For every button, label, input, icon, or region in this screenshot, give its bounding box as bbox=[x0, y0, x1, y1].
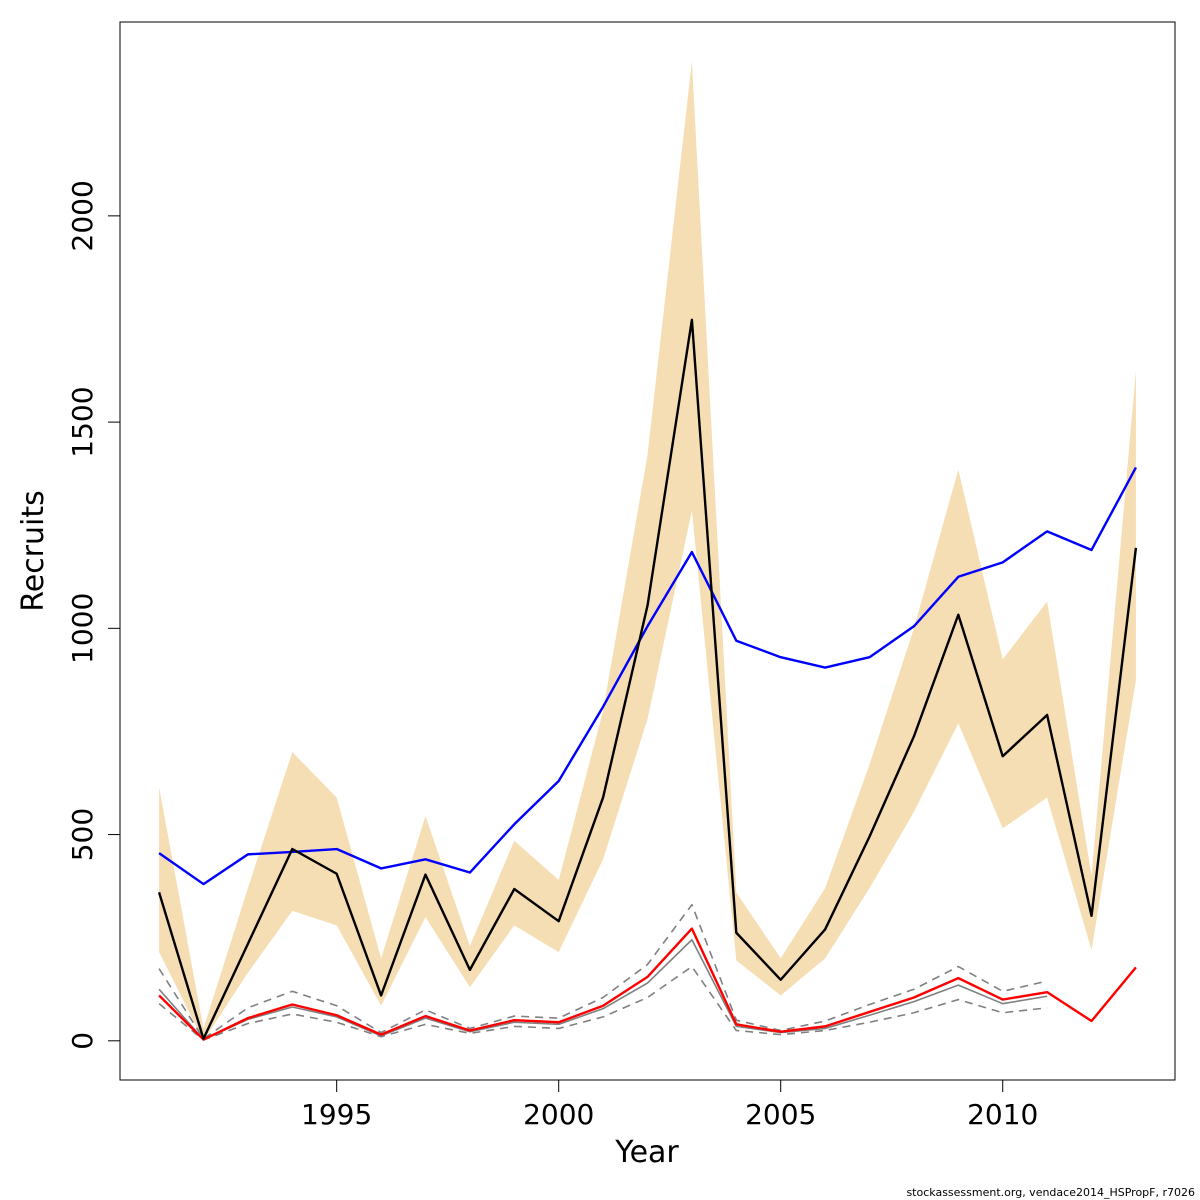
series-line bbox=[158, 927, 1137, 1041]
plot-frame bbox=[119, 21, 1176, 1081]
y-tick-label: 0 bbox=[66, 1032, 99, 1050]
confidence-band bbox=[159, 61, 1136, 1041]
x-axis-label: Year bbox=[614, 1135, 679, 1170]
x-tick-label: 2000 bbox=[523, 1098, 594, 1131]
series-line bbox=[158, 466, 1137, 886]
y-tick-label: 1500 bbox=[66, 386, 99, 457]
x-tick-label: 2005 bbox=[745, 1098, 816, 1131]
y-axis-label: Recruits bbox=[16, 490, 51, 612]
series-line bbox=[158, 965, 1048, 1041]
footer: stockassessment.org, vendace2014_HSPropF… bbox=[906, 1186, 1195, 1199]
series-line bbox=[158, 938, 1048, 1041]
x-tick-label: 2010 bbox=[967, 1098, 1038, 1131]
series-line bbox=[157, 318, 1138, 1040]
y-tick-label: 500 bbox=[66, 808, 99, 861]
series-line bbox=[158, 903, 1048, 1040]
x-tick-label: 1995 bbox=[301, 1098, 372, 1131]
y-tick-label: 1000 bbox=[66, 593, 99, 664]
y-tick-label: 2000 bbox=[66, 180, 99, 251]
